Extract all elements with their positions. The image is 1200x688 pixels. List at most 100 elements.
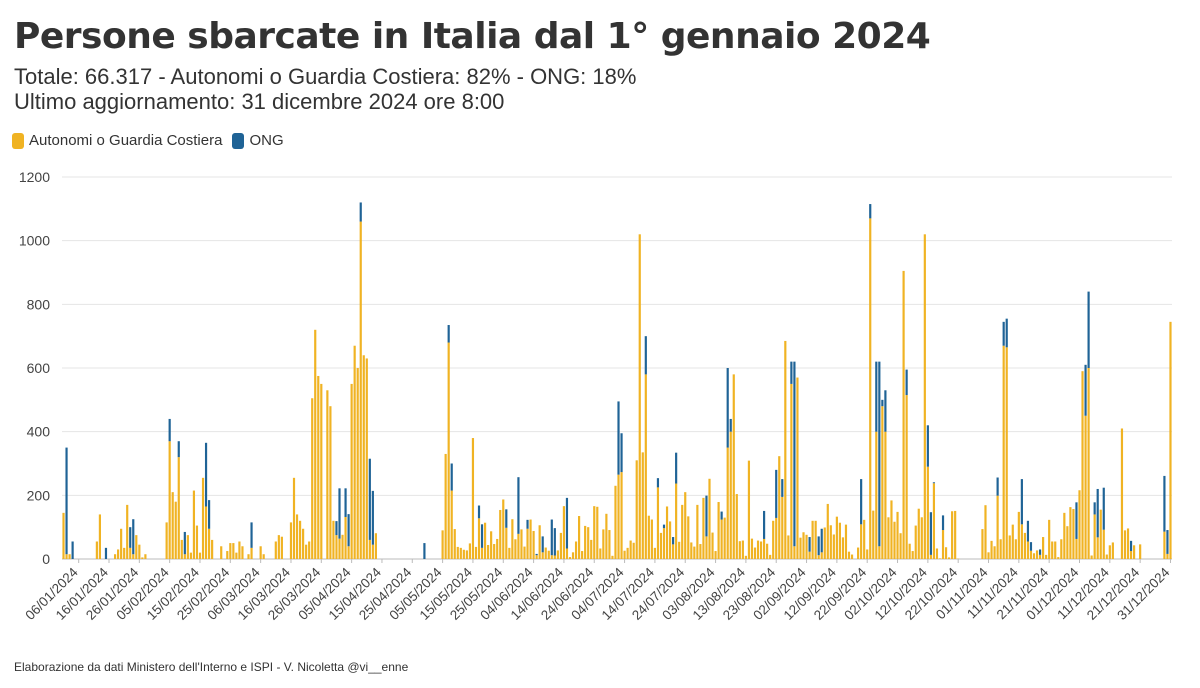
- bar-ong: [644, 336, 647, 375]
- bar-autonomi: [314, 329, 317, 559]
- bar-autonomi: [183, 554, 186, 559]
- bar-autonomi: [338, 538, 341, 559]
- bar-ong: [550, 519, 553, 556]
- bar-autonomi: [647, 515, 650, 559]
- bar-autonomi: [574, 541, 578, 559]
- bar-ong: [878, 361, 881, 547]
- bar-autonomi: [881, 406, 884, 559]
- bar-autonomi: [517, 533, 520, 559]
- bar-autonomi: [650, 519, 653, 559]
- bar-autonomi: [732, 374, 735, 559]
- bar-autonomi: [954, 510, 957, 559]
- bar-ong: [168, 418, 171, 442]
- bar-autonomi: [332, 520, 335, 559]
- legend-item-autonomi: Autonomi o Guardia Costiera: [12, 132, 222, 149]
- bar-autonomi: [1017, 511, 1020, 559]
- bar-autonomi: [1108, 545, 1111, 559]
- bar-autonomi: [195, 525, 199, 559]
- bar-autonomi: [1029, 550, 1033, 559]
- bar-autonomi: [1169, 321, 1172, 559]
- bar-autonomi: [1105, 554, 1108, 559]
- bar-autonomi: [902, 270, 905, 559]
- bar-autonomi: [863, 519, 866, 559]
- bar-ong: [1038, 549, 1042, 555]
- bar-autonomi: [317, 375, 320, 559]
- bar-autonomi: [341, 534, 344, 559]
- bar-ong: [1029, 542, 1033, 551]
- bar-ong: [705, 495, 708, 537]
- bar-ong: [347, 514, 350, 547]
- bar-autonomi: [714, 551, 717, 559]
- bar-autonomi: [186, 535, 189, 559]
- bar-autonomi: [350, 383, 353, 559]
- bar-autonomi: [820, 552, 823, 559]
- legend-swatch-autonomi: [12, 132, 24, 149]
- bar-autonomi: [113, 554, 117, 559]
- bar-ong: [368, 458, 371, 540]
- bar-autonomi: [168, 441, 171, 559]
- bar-autonomi: [502, 499, 505, 559]
- bar-autonomi: [1132, 545, 1136, 559]
- bar-autonomi: [520, 529, 523, 559]
- bar-ong: [808, 537, 811, 552]
- bar-ong: [726, 368, 729, 448]
- bar-autonomi: [259, 546, 262, 559]
- bar-autonomi: [1026, 541, 1030, 559]
- y-tick-label: 1000: [19, 233, 50, 249]
- bar-ong: [338, 488, 341, 539]
- bar-autonomi: [938, 558, 942, 559]
- bar-autonomi: [1032, 553, 1036, 559]
- bar-ong: [884, 390, 887, 432]
- bar-autonomi: [1002, 345, 1005, 559]
- bar-autonomi: [726, 447, 729, 559]
- bar-autonomi: [320, 383, 323, 559]
- bar-ong: [729, 418, 732, 432]
- bar-autonomi: [690, 542, 693, 559]
- bar-ong: [1026, 520, 1030, 542]
- bar-ong: [207, 500, 211, 529]
- bar-autonomi: [526, 528, 529, 559]
- bar-autonomi: [811, 520, 814, 559]
- bar-autonomi: [893, 521, 896, 559]
- bar-autonomi: [887, 517, 890, 559]
- bar-autonomi: [808, 551, 811, 559]
- bar-autonomi: [538, 525, 541, 559]
- bar-autonomi: [529, 519, 532, 559]
- bar-ong: [71, 541, 74, 559]
- bar-ong: [781, 479, 784, 497]
- bar-autonomi: [772, 520, 775, 559]
- bar-ong: [177, 441, 180, 458]
- bar-ong: [996, 477, 999, 496]
- y-tick-label: 0: [42, 551, 50, 567]
- bar-ong: [535, 553, 538, 556]
- bar-autonomi: [135, 535, 138, 559]
- bar-autonomi: [896, 511, 899, 559]
- bar-autonomi: [860, 524, 863, 559]
- bar-autonomi: [447, 342, 450, 559]
- bar-autonomi: [171, 492, 174, 559]
- bar-autonomi: [568, 557, 572, 559]
- bar-ong: [929, 512, 932, 555]
- bar-autonomi: [344, 516, 347, 559]
- legend-item-ong: ONG: [232, 132, 284, 149]
- bar-autonomi: [996, 495, 999, 559]
- bar-autonomi: [847, 551, 851, 559]
- bar-autonomi: [699, 544, 702, 559]
- bar-ong: [932, 482, 936, 484]
- bar-autonomi: [453, 529, 456, 559]
- bar-autonomi: [626, 547, 629, 559]
- bar-ong: [672, 537, 675, 545]
- bar-autonomi: [1069, 507, 1072, 559]
- bar-autonomi: [359, 221, 362, 560]
- bar-autonomi: [832, 534, 835, 559]
- bar-autonomi: [593, 506, 596, 559]
- bar-autonomi: [590, 539, 593, 559]
- bar-autonomi: [678, 541, 681, 559]
- bar-autonomi: [177, 457, 180, 559]
- y-tick-label: 800: [27, 296, 51, 312]
- bar-autonomi: [875, 431, 878, 559]
- bar-ong: [1020, 479, 1023, 525]
- bar-autonomi: [480, 547, 484, 559]
- bar-autonomi: [311, 398, 314, 559]
- bar-autonomi: [571, 552, 575, 559]
